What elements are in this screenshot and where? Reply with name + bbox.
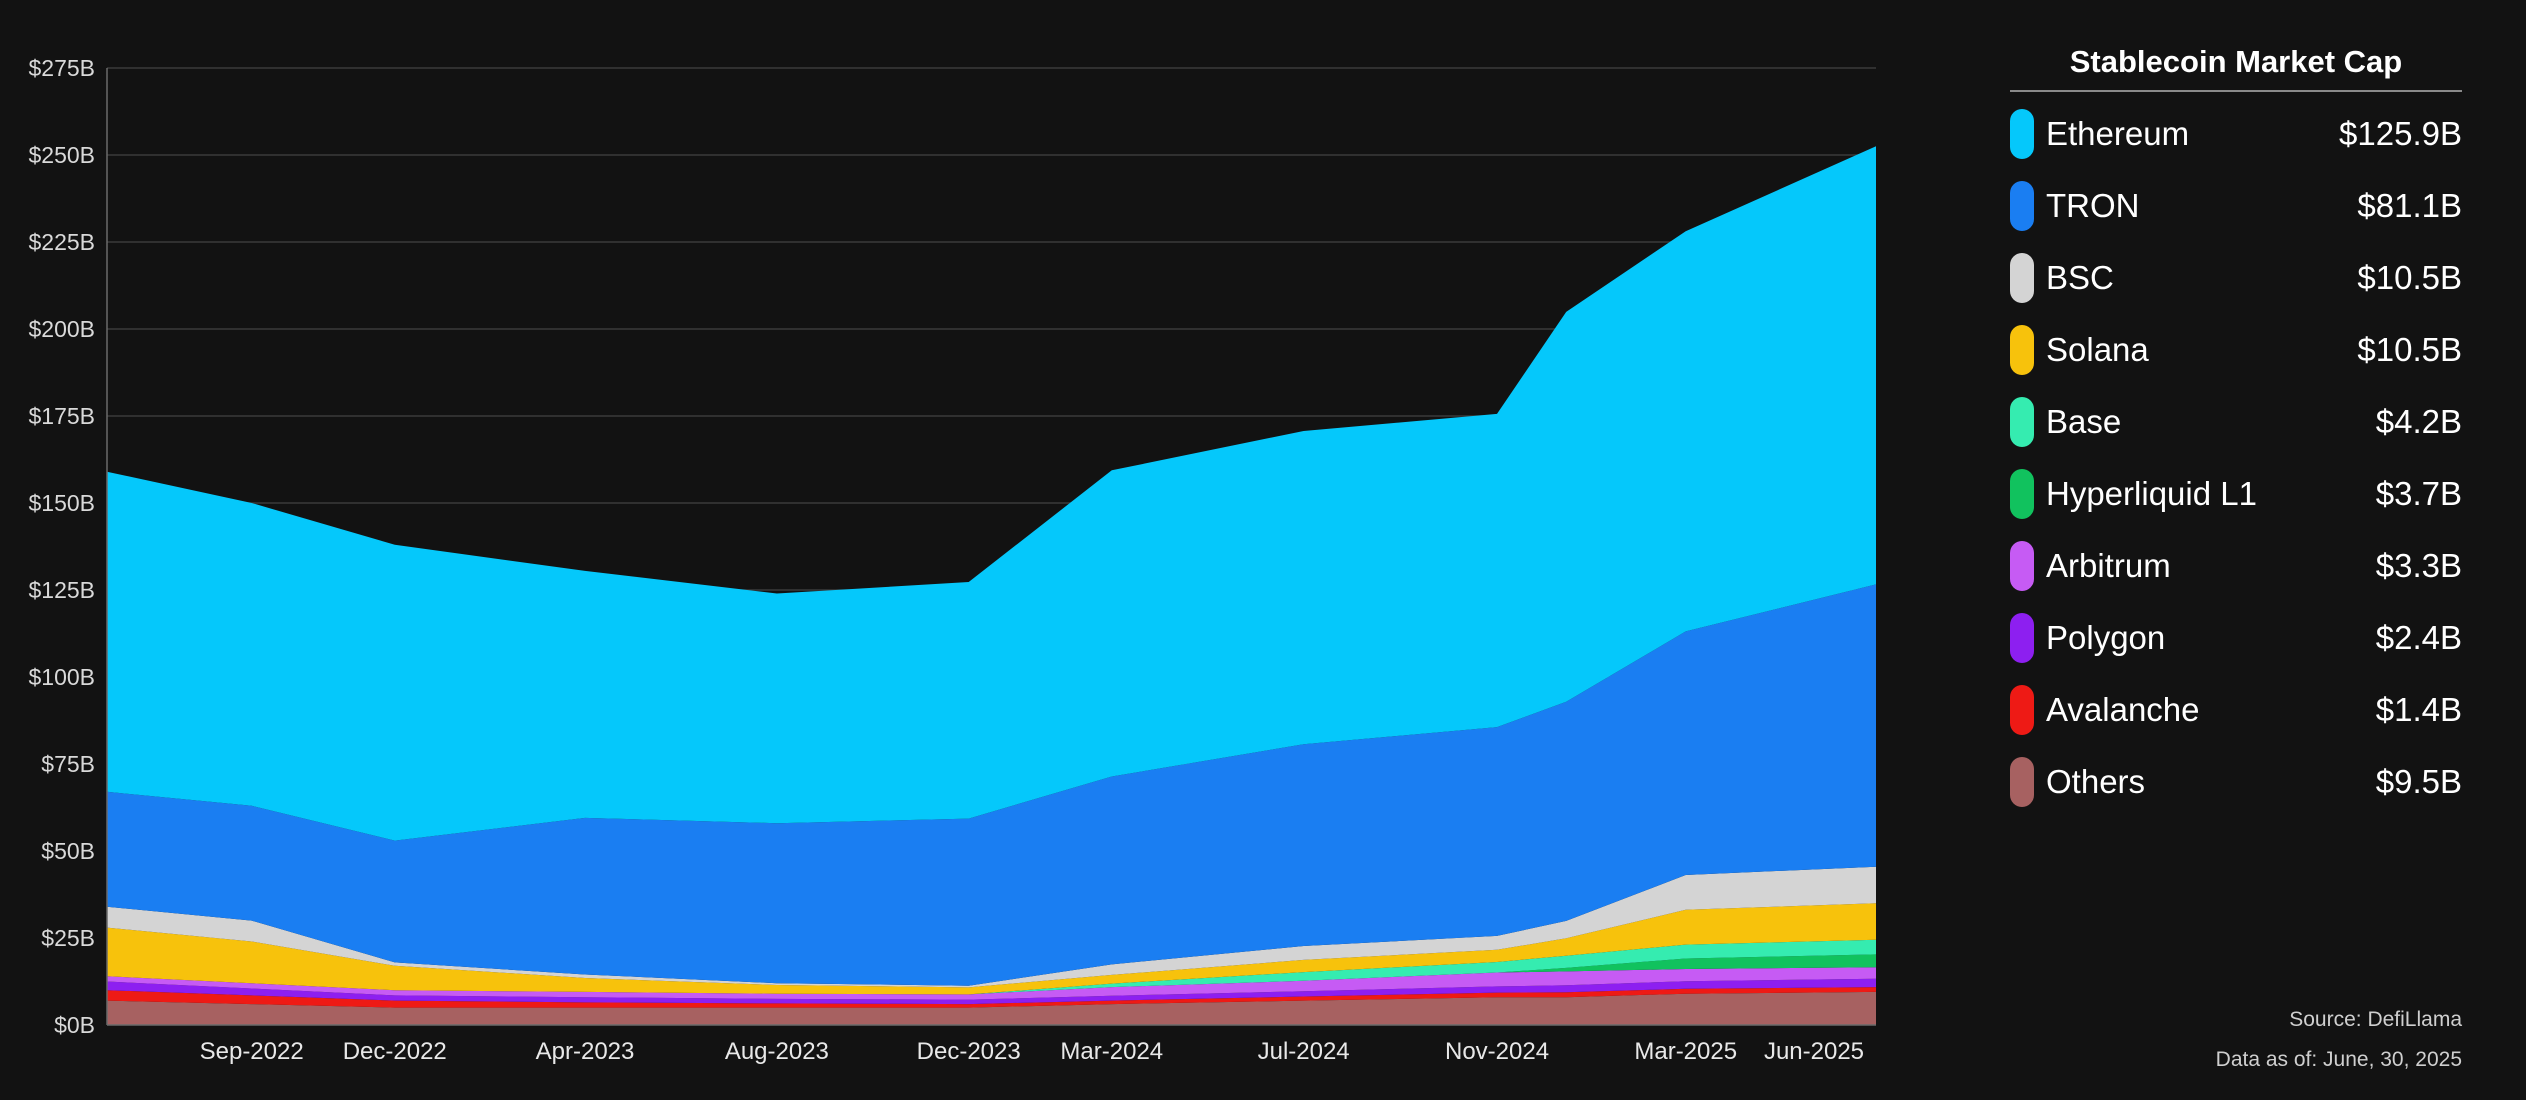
legend-item-value: $4.2B <box>2375 403 2462 440</box>
stacked-area-chart: $0B $25B $50B $75B $100B $125B $150B $175B $200B… <box>28 55 1876 1065</box>
y-tick-label: $125B <box>28 577 95 603</box>
legend-swatch <box>2010 253 2034 303</box>
x-tick-label: Aug-2023 <box>725 1038 829 1065</box>
legend-item-name: Solana <box>2046 331 2149 368</box>
legend-swatch <box>2010 685 2034 735</box>
y-tick-label: $50B <box>41 838 95 864</box>
y-tick-label: $75B <box>41 751 95 777</box>
legend-item-value: $125.9B <box>2339 115 2462 152</box>
legend-item-value: $3.3B <box>2375 547 2462 584</box>
y-tick-label: $150B <box>28 490 95 516</box>
legend-item-value: $10.5B <box>2357 259 2462 296</box>
area-bsc <box>107 866 1876 988</box>
x-tick-label: Dec-2022 <box>343 1038 447 1065</box>
legend-swatch <box>2010 541 2034 591</box>
x-tick-label: Mar-2025 <box>1634 1038 1737 1065</box>
legend-swatch <box>2010 109 2034 159</box>
area-arbitrum <box>107 967 1876 1000</box>
x-tick-label: Apr-2023 <box>536 1038 635 1065</box>
x-axis: Sep-2022 Dec-2022 Apr-2023 Aug-2023 Dec-2023… <box>107 1024 1876 1065</box>
legend-item: Arbitrum $3.3B <box>2010 530 2462 602</box>
y-tick-label: $200B <box>28 316 95 342</box>
x-tick-label: Mar-2024 <box>1060 1038 1163 1065</box>
data-as-of-note: Data as of: June, 30, 2025 <box>2215 1048 2462 1071</box>
y-tick-label: $175B <box>28 403 95 429</box>
area-tron <box>107 584 1876 986</box>
legend-item-name: Polygon <box>2046 619 2166 656</box>
area-others <box>107 991 1876 1025</box>
legend-item: BSC $10.5B <box>2010 242 2462 314</box>
x-tick-label: Jul-2024 <box>1258 1038 1350 1065</box>
y-tick-label: $100B <box>28 664 95 690</box>
legend-item: Base $4.2B <box>2010 386 2462 458</box>
legend-item-value: $3.7B <box>2375 475 2462 512</box>
area-solana <box>107 903 1876 995</box>
x-tick-label: Nov-2024 <box>1445 1038 1549 1065</box>
y-tick-label: $225B <box>28 229 95 255</box>
legend-item-value: $9.5B <box>2375 763 2462 800</box>
legend-item-name: TRON <box>2046 187 2140 224</box>
area-polygon <box>107 978 1876 1005</box>
y-tick-label: $275B <box>28 55 95 81</box>
legend-item-value: $81.1B <box>2357 187 2462 224</box>
area-base <box>107 939 1876 995</box>
legend-item: Hyperliquid L1 $3.7B <box>2010 458 2462 530</box>
area-series <box>107 146 1876 1025</box>
legend-item-name: Ethereum <box>2046 115 2190 152</box>
area-ethereum <box>107 146 1876 841</box>
legend-swatch <box>2010 397 2034 447</box>
legend-item: Others $9.5B <box>2010 746 2462 818</box>
legend-item-value: $10.5B <box>2357 331 2462 368</box>
legend-list: Ethereum $125.9B TRON $81.1B BSC $10.5B Solana… <box>2010 98 2462 818</box>
legend-swatch <box>2010 325 2034 375</box>
legend-swatch <box>2010 181 2034 231</box>
legend-item-name: Base <box>2046 403 2122 440</box>
legend-item-value: $2.4B <box>2375 619 2462 656</box>
area-avalanche <box>107 987 1876 1008</box>
legend-item: TRON $81.1B <box>2010 170 2462 242</box>
source-note: Source: DefiLlama <box>2289 1008 2462 1031</box>
y-tick-label: $0B <box>54 1012 95 1038</box>
legend-item-name: Arbitrum <box>2046 547 2171 584</box>
legend-item-name: BSC <box>2046 259 2114 296</box>
legend-item-value: $1.4B <box>2375 691 2462 728</box>
legend-swatch <box>2010 613 2034 663</box>
legend: Stablecoin Market Cap Ethereum $125.9B TRO… <box>2010 44 2462 818</box>
legend-item-name: Hyperliquid L1 <box>2046 475 2257 512</box>
legend-swatch <box>2010 469 2034 519</box>
x-tick-label: Jun-2025 <box>1764 1038 1864 1065</box>
y-tick-label: $25B <box>41 925 95 951</box>
legend-item: Polygon $2.4B <box>2010 602 2462 674</box>
legend-swatch <box>2010 757 2034 807</box>
legend-item: Solana $10.5B <box>2010 314 2462 386</box>
x-tick-label: Dec-2023 <box>917 1038 1021 1065</box>
x-tick-label: Sep-2022 <box>200 1038 304 1065</box>
area-hyperliquid-l1 <box>107 954 1876 995</box>
legend-item-name: Others <box>2046 763 2146 800</box>
y-axis: $0B $25B $50B $75B $100B $125B $150B $175B $200B… <box>28 55 108 1038</box>
legend-title: Stablecoin Market Cap <box>2010 44 2462 92</box>
legend-item-name: Avalanche <box>2046 691 2200 728</box>
y-tick-label: $250B <box>28 142 95 168</box>
legend-item: Ethereum $125.9B <box>2010 98 2462 170</box>
legend-item: Avalanche $1.4B <box>2010 674 2462 746</box>
